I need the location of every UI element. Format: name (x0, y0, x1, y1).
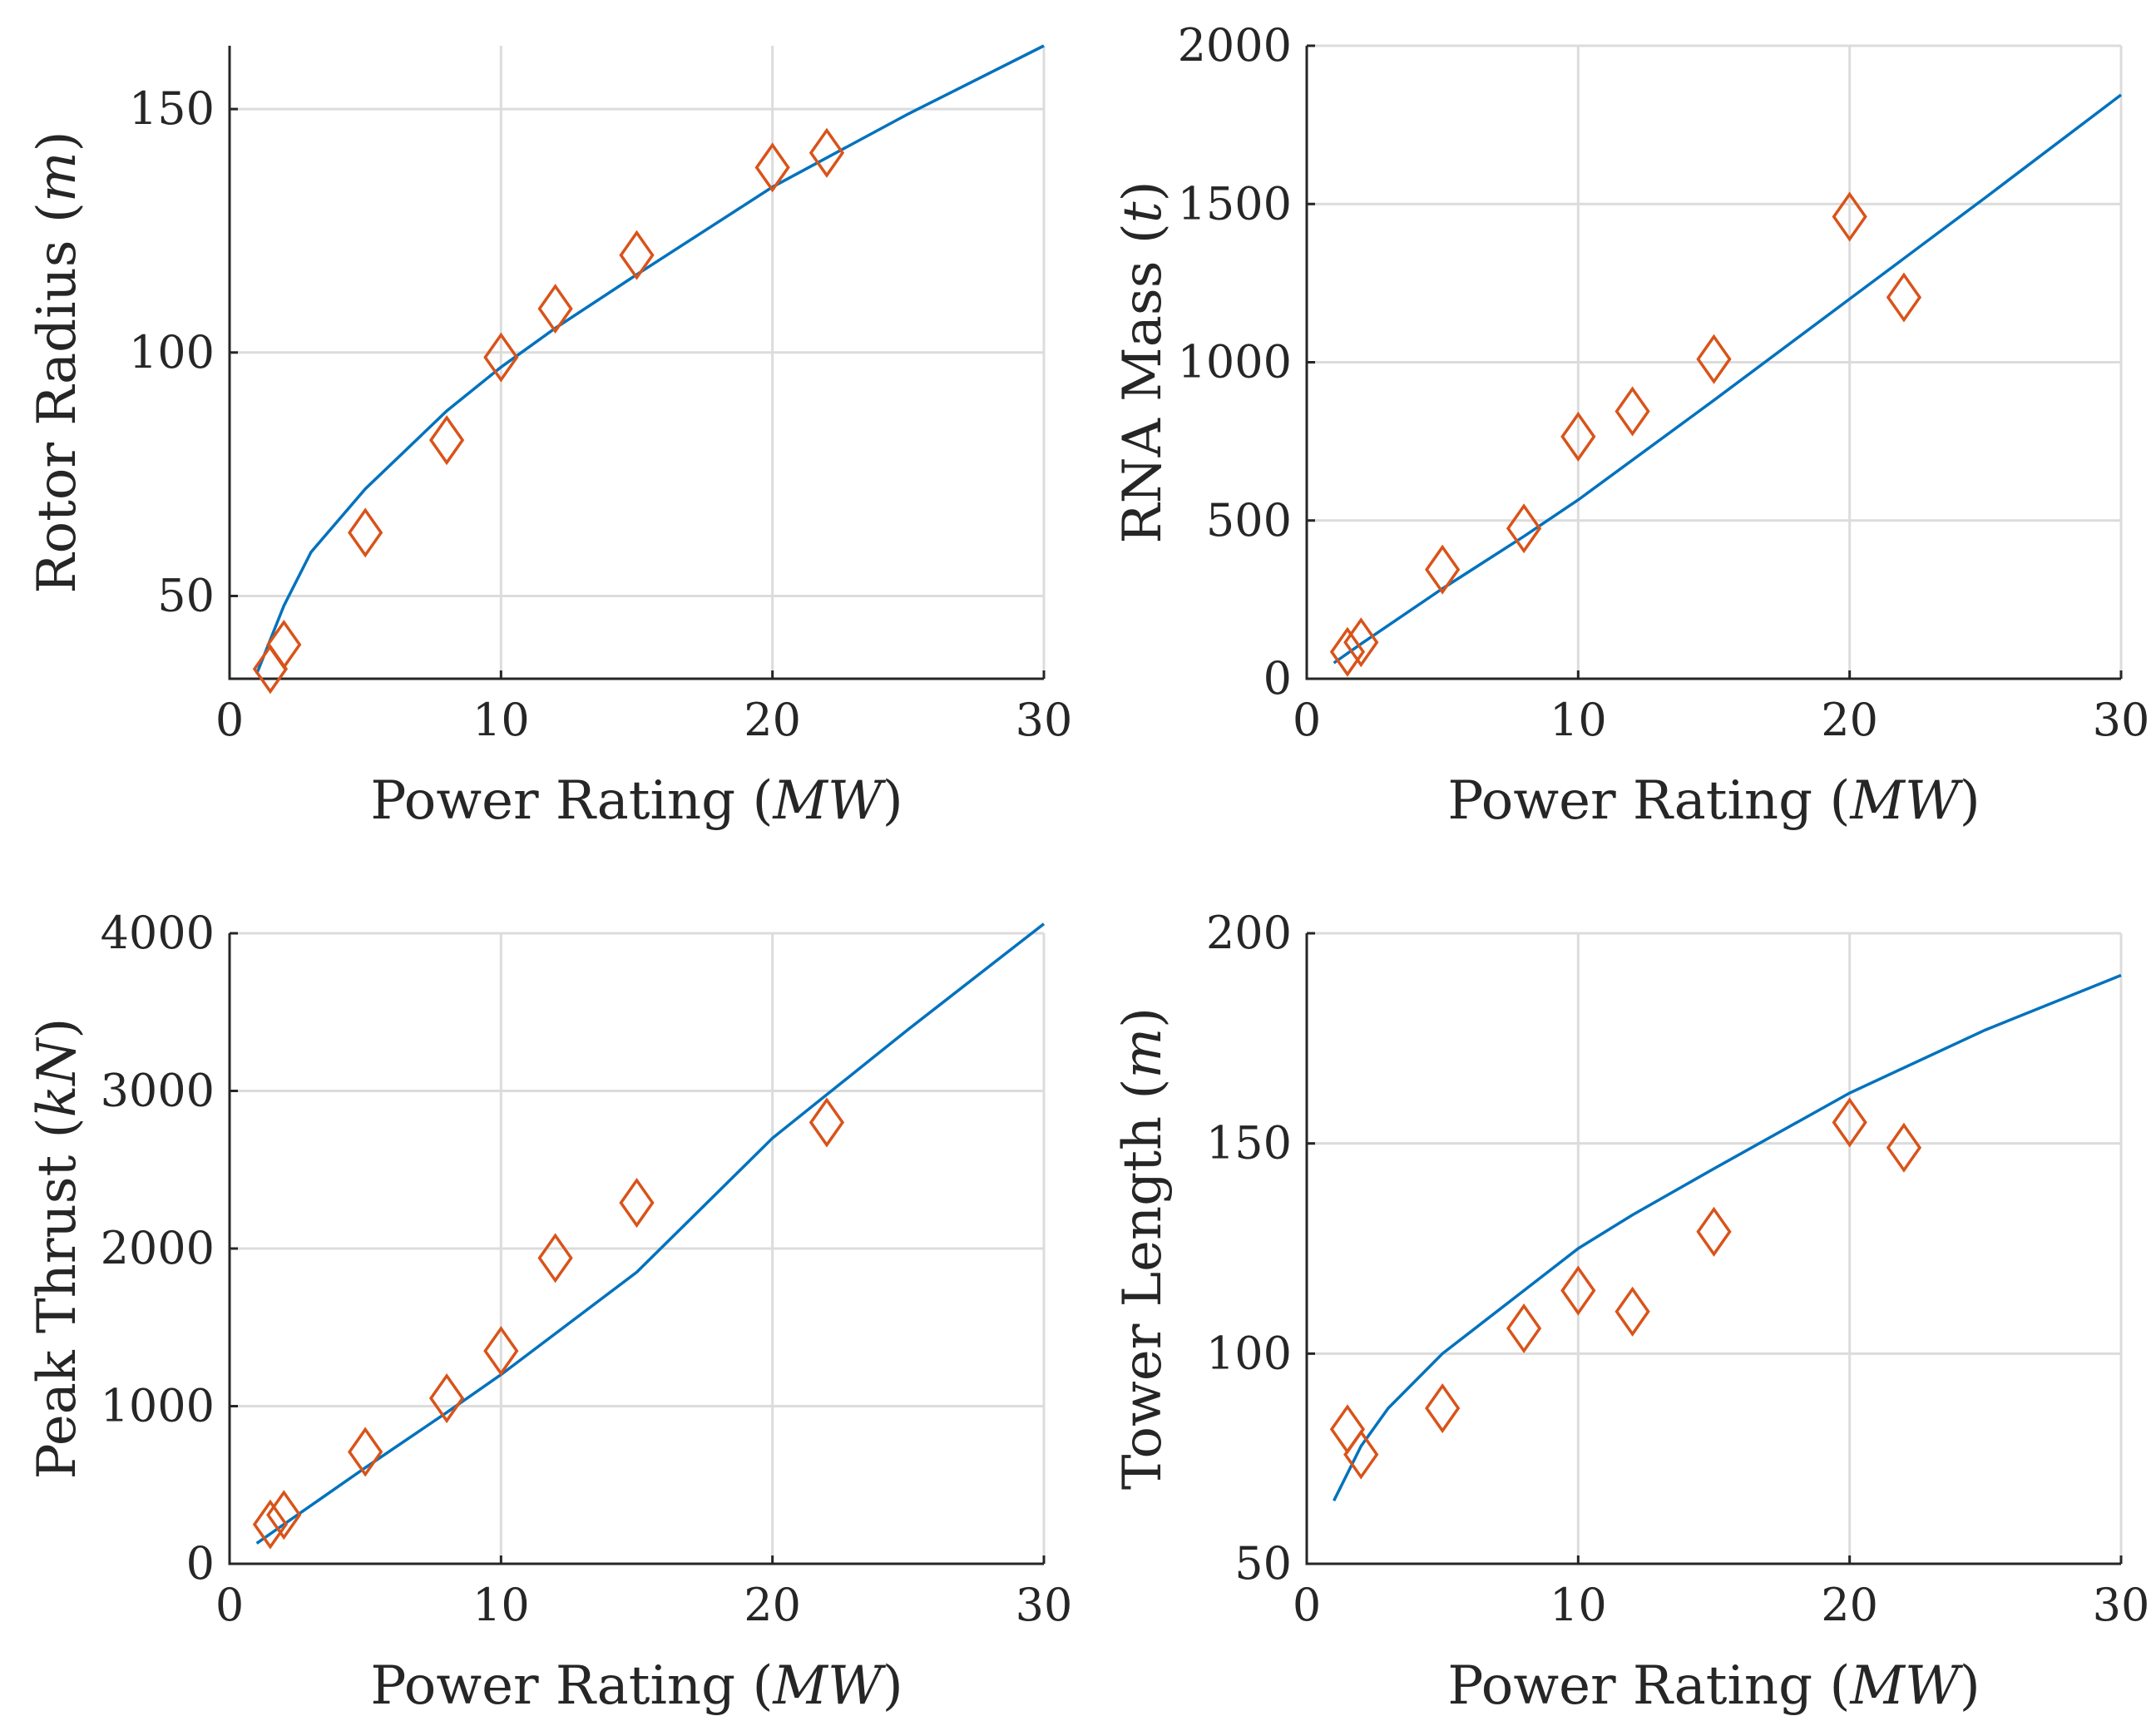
rotor-radius-axes (228, 46, 1044, 680)
rna-mass-data-point-8 (1886, 272, 1922, 323)
tower-length-data-point-6 (1696, 1206, 1732, 1257)
peak-thrust-ylabel-unit: kN (27, 1037, 88, 1118)
rna-mass-data-point-1 (1343, 617, 1379, 668)
rna-mass-data-point-7 (1832, 191, 1867, 242)
rotor-radius-data-point-2 (348, 507, 383, 558)
subplot-rna-mass: 0 10 20 30 0 500 1000 1500 2000 Power Rating (MW)… (1112, 19, 2149, 832)
peak-thrust-ytick-label-1: 1000 (101, 1380, 215, 1432)
rna-mass-xtick-label-3: 30 (2093, 694, 2150, 746)
peak-thrust-xlabel: Power Rating (MW) (370, 1655, 902, 1717)
tower-length-ytick-label-3: 200 (1206, 907, 1292, 959)
tower-length-data-point-4 (1560, 1265, 1596, 1316)
rna-mass-ylabel: RNA Mass (t) (1112, 181, 1174, 543)
rotor-radius-data-point-8 (808, 127, 845, 178)
rna-mass-xtick-label-1: 10 (1550, 694, 1607, 746)
tower-length-data-point-3 (1506, 1303, 1542, 1354)
tower-length-xtick-label-3: 30 (2093, 1579, 2150, 1631)
rna-mass-data-point-3 (1506, 503, 1542, 554)
rna-mass-data-point-4 (1560, 411, 1596, 462)
rna-mass-xtick-label-0: 0 (1293, 694, 1321, 746)
tower-length-axes (1305, 933, 2121, 1565)
rotor-radius-ytick-label-0: 50 (157, 569, 215, 621)
rna-mass-ytick-label-4: 2000 (1178, 19, 1292, 72)
rotor-radius-fit-line (255, 44, 1045, 675)
rotor-radius-xlabel-unit: MW (772, 770, 887, 832)
tower-length-ytick-label-1: 100 (1206, 1327, 1292, 1379)
rna-mass-data-point-0 (1329, 626, 1366, 677)
tower-length-xlabel-unit: MW (1849, 1655, 1964, 1717)
rotor-radius-xtick-label-1: 10 (472, 694, 530, 746)
tower-length-xlabel: Power Rating (MW) (1447, 1655, 1980, 1717)
tower-length-ytick-label-2: 150 (1206, 1117, 1292, 1170)
subplot-rotor-radius: 0 10 20 30 50 100 150 Power Rating (MW) Rotor Ra… (27, 44, 1073, 832)
peak-thrust-data-point-1 (266, 1490, 302, 1540)
rotor-radius-ylabel-unit: m (27, 151, 88, 202)
rotor-radius-data-point-6 (619, 230, 655, 280)
rna-mass-fit-line (1333, 93, 2123, 665)
tower-length-ytick-label-0: 50 (1234, 1537, 1292, 1590)
rotor-radius-xlabel: Power Rating (MW) (370, 770, 902, 832)
peak-thrust-data-point-3 (428, 1372, 465, 1424)
rotor-radius-data-point-7 (754, 142, 790, 193)
subplot-peak-thrust: 0 10 20 30 0 1000 2000 3000 4000 Power Rating (MW… (27, 907, 1072, 1717)
tower-length-ylabel: Tower Length (m) (1112, 1007, 1174, 1490)
tower-length-xtick-label-2: 20 (1821, 1579, 1878, 1631)
rna-mass-ylabel-unit: t (1112, 201, 1174, 223)
peak-thrust-ytick-label-3: 3000 (101, 1065, 215, 1117)
peak-thrust-xtick-label-2: 20 (744, 1579, 801, 1631)
peak-thrust-xtick-label-0: 0 (215, 1579, 244, 1631)
rotor-radius-ylabel: Rotor Radius (m) (27, 131, 88, 593)
peak-thrust-data-point-4 (483, 1326, 519, 1377)
peak-thrust-fit-line (255, 922, 1046, 1545)
tower-length-fit-line (1333, 973, 2122, 1501)
rna-mass-ytick-label-3: 1500 (1178, 177, 1292, 230)
peak-thrust-ytick-label-0: 0 (186, 1537, 215, 1590)
peak-thrust-xtick-label-3: 30 (1016, 1579, 1073, 1631)
tower-length-data-point-7 (1832, 1097, 1867, 1148)
rna-mass-xlabel: Power Rating (MW) (1447, 770, 1980, 832)
peak-thrust-data-point-7 (808, 1097, 845, 1148)
rna-mass-data-point-6 (1696, 334, 1732, 384)
rna-mass-ytick-label-0: 0 (1263, 652, 1292, 705)
rotor-radius-xtick-label-3: 30 (1016, 694, 1073, 746)
rna-mass-xtick-label-2: 20 (1821, 694, 1878, 746)
peak-thrust-data-point-2 (348, 1427, 383, 1477)
rna-mass-data-point-5 (1615, 386, 1650, 437)
rna-mass-ytick-label-1: 500 (1206, 494, 1292, 546)
peak-thrust-xlabel-unit: MW (772, 1655, 887, 1717)
subplot-tower-length: 0 10 20 30 50 100 150 200 Power Rating (MW) Tower… (1112, 907, 2149, 1717)
rotor-radius-data-point-1 (266, 619, 302, 670)
rna-mass-data-point-2 (1425, 544, 1461, 595)
peak-thrust-data-point-5 (537, 1233, 573, 1283)
rna-mass-ytick-label-2: 1000 (1178, 336, 1292, 388)
rotor-radius-data-point-3 (428, 415, 465, 466)
tower-length-data-point-1 (1343, 1429, 1379, 1480)
rna-mass-xlabel-unit: MW (1849, 770, 1964, 832)
tower-length-data-point-2 (1425, 1382, 1461, 1434)
rotor-radius-xtick-label-0: 0 (215, 694, 244, 746)
tower-length-xtick-label-1: 10 (1550, 1579, 1607, 1631)
peak-thrust-xtick-label-1: 10 (472, 1579, 530, 1631)
peak-thrust-ylabel: Peak Thrust (kN) (27, 1018, 88, 1480)
rotor-radius-data-point-4 (483, 332, 519, 383)
rotor-radius-xtick-label-2: 20 (744, 694, 801, 746)
rotor-radius-ytick-label-2: 150 (129, 82, 215, 135)
tower-length-data-point-5 (1615, 1286, 1650, 1337)
tower-length-data-point-0 (1329, 1404, 1366, 1455)
tower-length-ylabel-unit: m (1112, 1028, 1174, 1079)
peak-thrust-data-point-0 (252, 1499, 289, 1550)
rotor-radius-ytick-label-1: 100 (129, 326, 215, 378)
rotor-radius-data-point-5 (537, 284, 573, 334)
peak-thrust-ytick-label-4: 4000 (101, 907, 215, 959)
tower-length-data-point-8 (1886, 1122, 1922, 1173)
peak-thrust-ytick-label-2: 2000 (101, 1222, 215, 1274)
tower-length-xtick-label-0: 0 (1293, 1579, 1321, 1631)
peak-thrust-data-point-6 (619, 1178, 655, 1229)
